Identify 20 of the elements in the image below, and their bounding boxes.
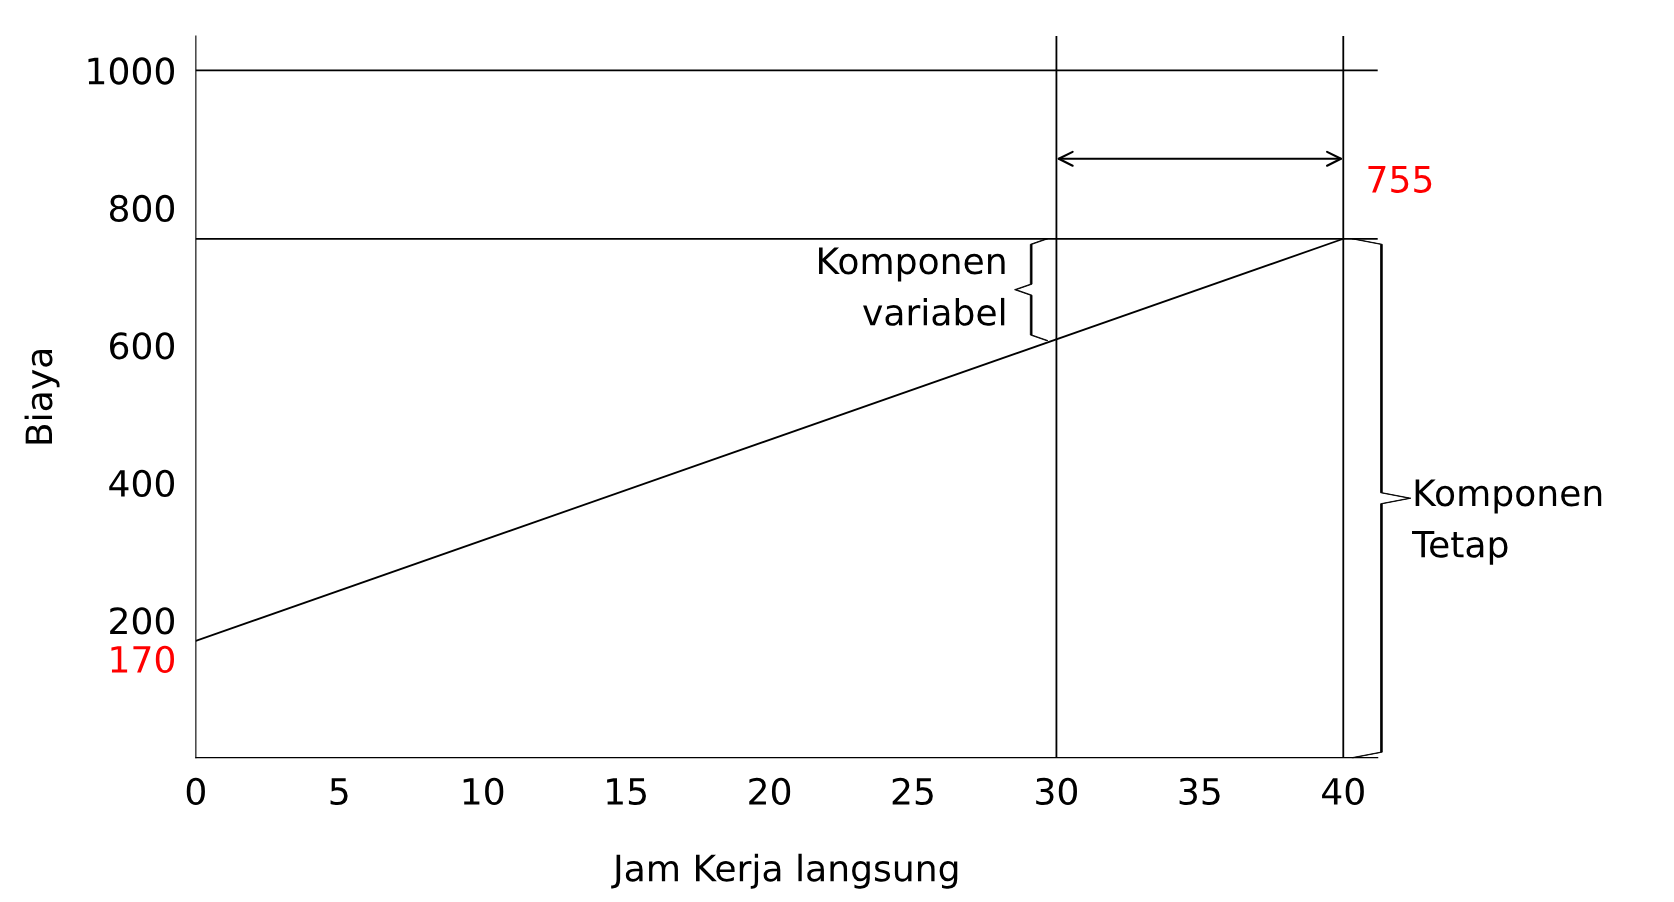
annotation: Komponen Tetap (1412, 479, 1602, 565)
x-tick-label: 15 (607, 778, 646, 806)
y-tick-label: 600 (110, 332, 175, 360)
annotation: 755 (1368, 166, 1432, 193)
x-axis-title: Jam Kerja langsung (611, 853, 958, 889)
x-tick-label: 0 (186, 777, 205, 806)
annotation: 170 (111, 645, 175, 673)
x-tick-label: 40 (1322, 777, 1364, 806)
y-axis-title: Biaya (24, 349, 60, 444)
y-tick-label: 200 (110, 607, 175, 635)
x-tick-label: 25 (892, 777, 933, 806)
x-tick-label: 35 (1179, 777, 1220, 806)
y-tick-label: 800 (109, 194, 175, 223)
annotation: Komponen variabel (819, 247, 1005, 326)
x-tick-label: 10 (463, 777, 504, 806)
y-tick-label: 400 (109, 469, 175, 498)
x-tick-label: 5 (330, 778, 348, 806)
x-tick-label: 30 (1036, 777, 1077, 806)
y-tick-label: 1000 (88, 57, 175, 85)
x-tick-label: 20 (749, 777, 791, 806)
